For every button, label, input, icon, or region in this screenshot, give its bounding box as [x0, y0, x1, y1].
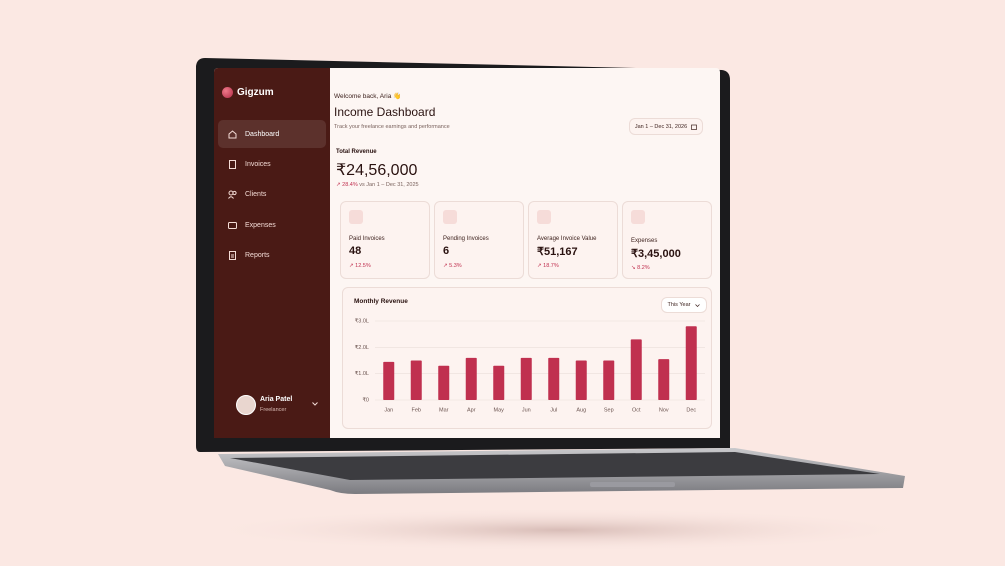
icon [228, 221, 237, 229]
screen: Gigzum Dashboard Invoices Clients Expens… [214, 68, 720, 438]
stat-change: ↗ 5.3% [443, 263, 462, 269]
user-name: Aria Patel [260, 396, 293, 403]
greeting: Welcome back, Aria 👋 [334, 93, 402, 100]
bar [658, 359, 670, 400]
stat-label: Average Invoice Value [537, 236, 597, 242]
stat-change: ↗ 18.7% [537, 263, 559, 269]
stat-card: Average Invoice Value ₹51,167 ↗ 18.7% [528, 201, 618, 279]
change: 28.4% [342, 182, 358, 188]
y-tick-label: ₹1.0L [355, 370, 369, 377]
logo [222, 87, 233, 98]
nav-label: Dashboard [245, 130, 280, 138]
stat-card: Paid Invoices 48 ↗ 12.5% [340, 201, 430, 279]
stat-label: Paid Invoices [349, 236, 385, 242]
revenue-label: Total Revenue [336, 149, 377, 155]
chevron [695, 303, 701, 307]
sidebar: Gigzum Dashboard Invoices Clients Expens… [214, 68, 330, 438]
bar [493, 365, 505, 400]
x-tick-label: Sep [604, 407, 614, 413]
keyboard [230, 452, 880, 480]
bar [630, 339, 642, 400]
bar [603, 360, 615, 400]
change: 5.3% [449, 263, 462, 269]
icon [228, 190, 237, 199]
bar [410, 360, 422, 400]
chevron[interactable] [312, 402, 318, 406]
chart: ₹0 ₹1.0L ₹2.0L ₹3.0L Jan Feb Mar Apr May Jun Jul Au… [355, 317, 705, 413]
x-tick-label: Apr [467, 407, 476, 413]
chart-title: Monthly Revenue [354, 298, 408, 305]
change: 18.7% [543, 263, 559, 269]
stat-value: ₹3,45,000 [631, 248, 681, 260]
user-role: Freelancer [260, 407, 287, 413]
icon [229, 159, 236, 169]
avatar [236, 395, 256, 415]
nav-item[interactable]: Invoices [218, 150, 326, 178]
x-tick-label: Nov [659, 407, 669, 413]
nav-item[interactable]: Clients [218, 180, 326, 208]
date-picker[interactable]: Jan 1 – Dec 31, 2026 [629, 118, 703, 135]
bar [520, 357, 532, 400]
revenue-value: ₹24,56,000 [336, 162, 418, 179]
bar [575, 360, 587, 400]
nav-item[interactable]: Dashboard [218, 120, 326, 148]
nav-label: Reports [245, 251, 270, 259]
stat-card: Expenses ₹3,45,000 ↘ 8.2% [622, 201, 712, 279]
icon [229, 250, 236, 260]
stat-change: ↘ 8.2% [631, 265, 650, 271]
trackpad-edge [590, 482, 675, 487]
bar [383, 361, 395, 400]
icon [691, 124, 697, 130]
nav-label: Expenses [245, 221, 276, 229]
icon [443, 210, 457, 224]
brand: Gigzum [237, 87, 274, 98]
bar [465, 357, 477, 400]
y-tick-label: ₹3.0L [355, 317, 369, 324]
stat-value: 6 [443, 245, 450, 257]
x-tick-label: Dec [686, 407, 696, 413]
x-tick-label: Mar [439, 407, 449, 413]
nav-item[interactable]: Reports [218, 241, 326, 269]
revenue-change: ↗ 28.4% vs Jan 1 – Dec 31, 2025 [336, 182, 419, 188]
icon [349, 210, 363, 224]
icon [631, 210, 645, 224]
stat-value: ₹51,167 [537, 246, 578, 258]
x-tick-label: Jan [384, 407, 393, 413]
comparison: vs Jan 1 – Dec 31, 2025 [359, 182, 419, 188]
period-select[interactable]: This Year [661, 297, 707, 313]
y-tick-label: ₹0 [362, 396, 369, 403]
bar [438, 365, 450, 400]
stat-label: Pending Invoices [443, 236, 489, 242]
nav-item[interactable]: Expenses [218, 211, 326, 239]
x-tick-label: Oct [632, 407, 641, 413]
stat-change: ↗ 12.5% [349, 263, 371, 269]
period: This Year [667, 302, 691, 308]
shadow [200, 508, 920, 552]
icon [537, 210, 551, 224]
change: 8.2% [637, 265, 650, 271]
stat-card: Pending Invoices 6 ↗ 5.3% [434, 201, 524, 279]
chart-card: Monthly Revenue This Year ₹0 ₹1.0L ₹2.0L ₹3… [342, 287, 712, 429]
x-tick-label: May [494, 407, 505, 413]
date-range: Jan 1 – Dec 31, 2026 [634, 123, 688, 130]
subtitle: Track your freelance earnings and perfor… [334, 124, 450, 130]
page-title: Income Dashboard [334, 105, 436, 119]
y-tick-label: ₹2.0L [355, 344, 369, 351]
x-tick-label: Aug [576, 407, 586, 413]
nav-label: Invoices [245, 160, 271, 168]
icon [228, 129, 237, 138]
x-tick-label: Feb [412, 407, 421, 413]
x-tick-label: Jun [522, 407, 531, 413]
change: 12.5% [355, 263, 371, 269]
x-tick-label: Jul [550, 407, 557, 413]
stat-value: 48 [349, 245, 362, 257]
bar [548, 357, 560, 400]
nav-label: Clients [245, 190, 267, 198]
stat-label: Expenses [631, 238, 658, 244]
bar [685, 326, 697, 400]
